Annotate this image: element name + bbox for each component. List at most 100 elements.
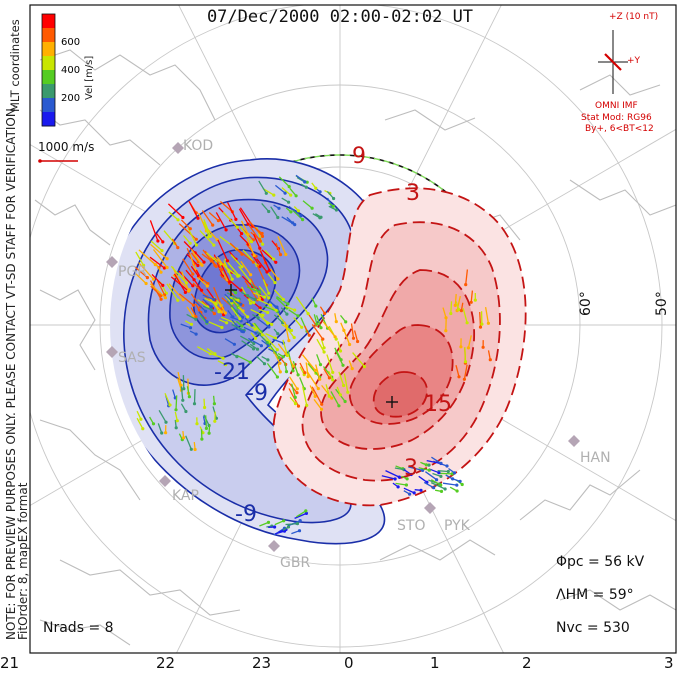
velocity-vector bbox=[278, 176, 290, 188]
velocity-vector bbox=[253, 322, 262, 333]
velocity-vector-origin bbox=[209, 259, 213, 263]
velocity-vector-origin bbox=[203, 405, 207, 410]
velocity-vector bbox=[285, 522, 298, 526]
station-label-gbr: GBR bbox=[280, 555, 311, 571]
scale-vector-label: 1000 m/s bbox=[38, 140, 95, 154]
velocity-vector bbox=[177, 378, 183, 391]
velocity-vector-origin bbox=[462, 377, 466, 381]
velocity-vector bbox=[307, 371, 319, 389]
velocity-vector bbox=[484, 306, 490, 324]
velocity-vector-origin bbox=[424, 463, 428, 467]
velocity-vector-origin bbox=[273, 525, 277, 529]
velocity-vector bbox=[259, 521, 269, 527]
station-label-han: HAN bbox=[580, 450, 611, 466]
velocity-vector-origin bbox=[161, 283, 165, 287]
contour-label-pos-3b: 3 bbox=[404, 456, 418, 481]
velocity-vector bbox=[293, 317, 303, 328]
velocity-vector-origin bbox=[451, 477, 455, 481]
velocity-vector bbox=[192, 282, 208, 298]
velocity-vector-origin bbox=[253, 327, 257, 331]
velocity-vector-origin bbox=[284, 252, 288, 257]
velocity-vector bbox=[325, 384, 330, 397]
velocity-vector bbox=[326, 354, 334, 373]
velocity-vector bbox=[201, 253, 212, 262]
colorbar-swatch bbox=[42, 14, 55, 29]
velocity-vector-origin bbox=[319, 215, 323, 219]
station-markers bbox=[106, 142, 580, 552]
velocity-vector-origin bbox=[327, 394, 331, 398]
velocity-vector-origin bbox=[264, 191, 268, 195]
velocity-vector-origin bbox=[478, 325, 483, 329]
velocity-vector bbox=[465, 269, 469, 285]
velocity-vector bbox=[295, 296, 309, 314]
velocity-vector bbox=[261, 202, 270, 212]
velocity-vector bbox=[301, 354, 316, 371]
velocity-vector-origin bbox=[301, 218, 305, 222]
velocity-vector-origin bbox=[304, 509, 308, 513]
velocity-vector bbox=[183, 241, 196, 254]
velocity-vector-origin bbox=[276, 277, 280, 281]
velocity-vector bbox=[180, 219, 191, 230]
velocity-vector bbox=[186, 306, 194, 317]
velocity-vector-origin bbox=[145, 276, 149, 280]
velocity-vector bbox=[256, 258, 268, 273]
velocity-vector-origin bbox=[331, 378, 335, 382]
velocity-vector bbox=[273, 350, 281, 364]
velocity-vector bbox=[244, 280, 259, 301]
velocity-vector bbox=[230, 280, 242, 291]
velocity-vector bbox=[273, 289, 284, 300]
colorbar-swatch bbox=[42, 42, 55, 57]
velocity-vector-origin bbox=[188, 241, 192, 245]
velocity-vector bbox=[177, 371, 182, 386]
velocity-vector-origin bbox=[274, 308, 278, 312]
velocity-vector-origin bbox=[194, 243, 198, 247]
velocity-vector-origin bbox=[160, 431, 164, 435]
velocity-vector bbox=[239, 225, 253, 243]
velocity-vector bbox=[450, 301, 453, 314]
velocity-vector-origin bbox=[293, 402, 298, 406]
velocity-vector bbox=[149, 280, 162, 300]
velocity-vector bbox=[213, 256, 225, 266]
velocity-vector bbox=[418, 475, 428, 483]
velocity-vector-origin bbox=[234, 217, 238, 221]
velocity-vector bbox=[230, 254, 243, 268]
velocity-vector-origin bbox=[200, 437, 204, 441]
velocity-vector bbox=[313, 314, 318, 325]
velocity-vector bbox=[221, 264, 231, 283]
velocity-vector-origin bbox=[455, 483, 459, 487]
velocity-vector-origin bbox=[432, 486, 436, 490]
velocity-vector-origin bbox=[272, 193, 276, 197]
velocity-vector-origin bbox=[488, 358, 492, 362]
velocity-vector-origin bbox=[457, 375, 461, 379]
velocity-vector-origin bbox=[331, 370, 335, 374]
velocity-vector-origin bbox=[283, 191, 287, 195]
velocity-vector-origin bbox=[342, 383, 346, 388]
station-marker bbox=[568, 435, 580, 447]
velocity-vector-origin bbox=[318, 190, 322, 194]
velocity-vector-origin bbox=[327, 376, 331, 380]
velocity-vector bbox=[442, 482, 457, 486]
velocity-vector-origin bbox=[396, 485, 400, 489]
velocity-vector bbox=[275, 242, 282, 255]
velocity-vector-origin bbox=[291, 369, 295, 373]
velocity-vector bbox=[385, 470, 400, 478]
velocity-vector-origin bbox=[159, 297, 163, 301]
velocity-vector bbox=[294, 512, 307, 519]
velocity-vector-origin bbox=[260, 234, 265, 238]
velocity-vector-origin bbox=[298, 519, 302, 523]
mlt-label-21: 21 bbox=[0, 654, 20, 672]
velocity-vector-origin bbox=[303, 371, 307, 375]
velocity-vector-origin bbox=[230, 277, 234, 281]
mlt-label-2: 2 bbox=[522, 654, 532, 672]
velocity-vector-origin bbox=[239, 302, 243, 306]
velocity-vector-origin bbox=[277, 206, 281, 210]
velocity-vector-origin bbox=[240, 324, 244, 328]
velocity-vector-origin bbox=[176, 298, 180, 302]
colorbar-label: Vel [m/s] bbox=[84, 55, 95, 100]
velocity-vector bbox=[430, 482, 446, 490]
velocity-vector-origin bbox=[344, 320, 348, 324]
station-label-sas: SAS bbox=[118, 350, 146, 366]
velocity-vector bbox=[228, 251, 237, 260]
velocity-vector bbox=[246, 286, 260, 293]
station-marker bbox=[268, 540, 280, 552]
